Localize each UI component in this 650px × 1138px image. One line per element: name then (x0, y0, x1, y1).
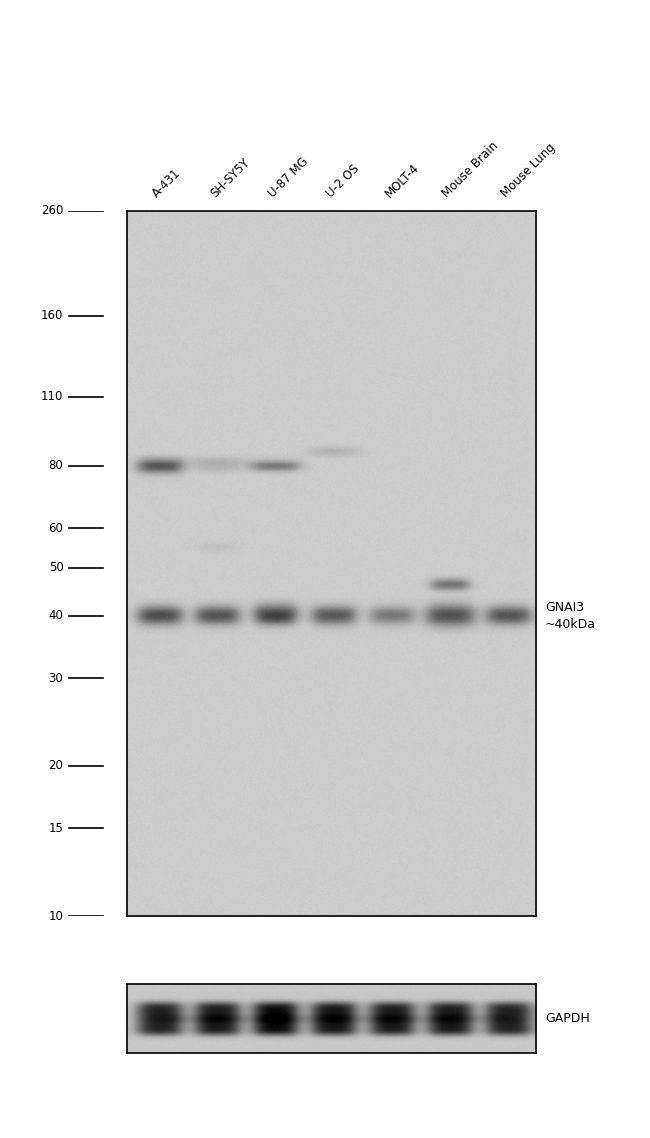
Text: Mouse Brain: Mouse Brain (441, 139, 501, 200)
Text: U-2 OS: U-2 OS (324, 162, 362, 200)
Text: 110: 110 (41, 390, 64, 403)
Text: 30: 30 (49, 671, 64, 685)
Text: 40: 40 (49, 609, 64, 622)
Text: 160: 160 (41, 310, 64, 322)
Text: 60: 60 (49, 521, 64, 535)
Text: Mouse Lung: Mouse Lung (499, 141, 558, 200)
Text: 10: 10 (49, 909, 64, 923)
Text: 15: 15 (49, 822, 64, 835)
Text: A-431: A-431 (150, 166, 184, 200)
Text: 20: 20 (49, 759, 64, 773)
Text: 50: 50 (49, 561, 64, 574)
Text: GAPDH: GAPDH (545, 1012, 590, 1025)
Text: GNAI3
~40kDa: GNAI3 ~40kDa (545, 601, 596, 630)
Text: U-87 MG: U-87 MG (266, 155, 311, 200)
Text: SH-SY5Y: SH-SY5Y (209, 156, 252, 200)
Text: 260: 260 (41, 204, 64, 217)
Text: 80: 80 (49, 460, 64, 472)
Text: MOLT-4: MOLT-4 (382, 160, 421, 200)
